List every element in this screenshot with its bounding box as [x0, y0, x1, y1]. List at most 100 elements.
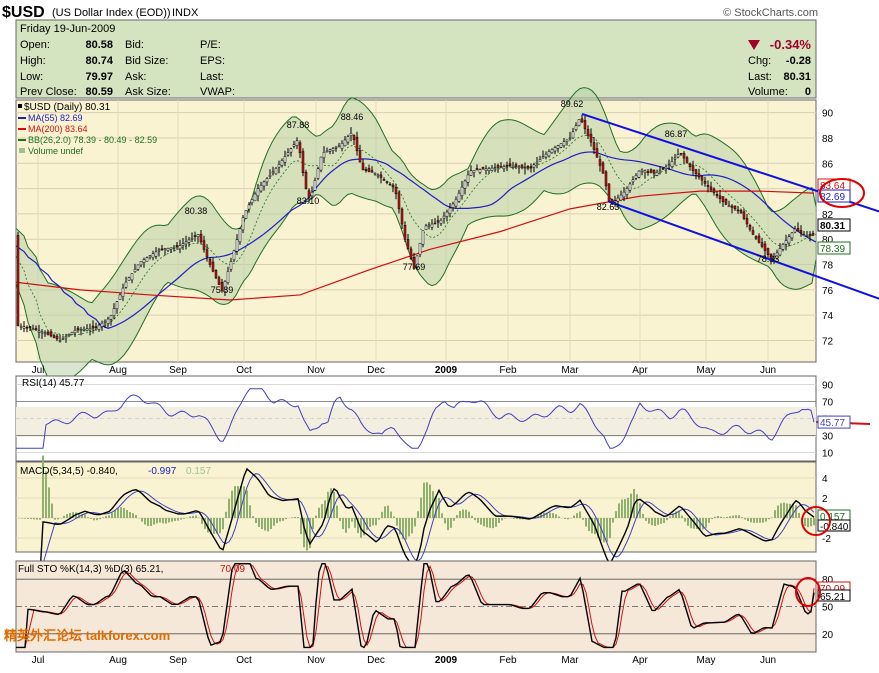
- macd-hist-bar: [564, 518, 566, 519]
- macd-hist-bar: [765, 518, 767, 522]
- candle-body: [587, 129, 589, 135]
- macd-hist-bar: [768, 518, 770, 519]
- macd-hist-bar: [51, 504, 53, 518]
- candle-body: [212, 262, 214, 271]
- candle-body: [113, 309, 115, 316]
- candle-body: [485, 169, 487, 171]
- candle-body: [158, 250, 160, 251]
- candle-body: [62, 338, 64, 339]
- candle-body: [596, 149, 598, 158]
- candle-body: [68, 334, 70, 335]
- candle-body: [341, 143, 343, 148]
- macd-hist-bar: [126, 510, 128, 518]
- legend-volume: Volume undef: [28, 146, 84, 156]
- macd-hist-bar: [753, 518, 755, 523]
- macd-hist-bar: [93, 518, 95, 520]
- candle-body: [17, 235, 19, 325]
- macd-hist-bar: [444, 518, 446, 523]
- candle-body: [428, 225, 430, 226]
- candle-body: [665, 167, 667, 169]
- candle-body: [401, 209, 403, 224]
- macd-hist-bar: [552, 513, 554, 518]
- macd-hist-bar: [744, 518, 746, 519]
- macd-hist-bar: [624, 499, 626, 518]
- candle-body: [581, 119, 583, 122]
- candle-body: [479, 170, 481, 173]
- macd-hist-bar: [585, 518, 587, 526]
- candle-body: [740, 210, 742, 213]
- macd-hist-bar: [657, 518, 659, 525]
- month-label: Feb: [499, 365, 517, 376]
- candle-body: [458, 193, 460, 201]
- candle-body: [407, 239, 409, 249]
- candle-body: [197, 234, 199, 236]
- macd-hist-bar: [372, 518, 374, 525]
- candle-body: [194, 236, 196, 237]
- candle-body: [566, 140, 568, 142]
- candle-body: [800, 230, 802, 233]
- macd-hist-bar: [441, 513, 443, 518]
- candle-body: [266, 179, 268, 182]
- candle-body: [590, 134, 592, 142]
- macd-hist-bar: [420, 498, 422, 518]
- candle-body: [689, 164, 691, 167]
- candle-body: [668, 165, 670, 166]
- macd-hist-bar: [642, 514, 644, 518]
- macd-hist-bar: [747, 518, 749, 521]
- macd-hist-bar: [735, 515, 737, 518]
- sto-tick-label: 50: [822, 603, 834, 614]
- candle-body: [329, 150, 331, 151]
- macd-hist-bar: [135, 515, 137, 518]
- candle-body: [548, 152, 550, 156]
- candle-body: [398, 193, 400, 209]
- month-label: Jul: [32, 365, 45, 376]
- candle-body: [296, 141, 298, 146]
- macd-hist-bar: [588, 518, 590, 531]
- macd-hist-bar: [714, 517, 716, 518]
- macd-hist-bar: [738, 515, 740, 518]
- macd-hist-bar: [729, 516, 731, 518]
- candle-body: [671, 161, 673, 166]
- candle-body: [278, 164, 280, 167]
- month-label: Nov: [307, 655, 325, 666]
- macd-hist-bar: [810, 518, 812, 526]
- candle-body: [653, 170, 655, 173]
- macd-hist-bar: [612, 518, 614, 523]
- candle-body: [680, 153, 682, 154]
- candle-body: [131, 273, 133, 279]
- symbol-name: (US Dollar Index (EOD)): [52, 7, 171, 19]
- candle-body: [254, 194, 256, 201]
- candle-body: [179, 246, 181, 249]
- macd-hist-bar: [63, 516, 65, 518]
- macd-hist-bar: [582, 518, 584, 520]
- candle-body: [353, 135, 355, 140]
- macd-hist-bar: [84, 514, 86, 518]
- prev-close-label: Prev Close:: [20, 86, 77, 98]
- price-tick-label: 88: [822, 134, 834, 145]
- candle-body: [314, 180, 316, 190]
- macd-hist-bar: [171, 518, 173, 522]
- candle-body: [536, 162, 538, 163]
- macd-hist-bar: [315, 516, 317, 518]
- candle-body: [77, 328, 79, 330]
- month-label: Nov: [307, 365, 325, 376]
- macd-hist-bar: [246, 490, 248, 518]
- macd-signal-label: -0.997: [148, 466, 177, 477]
- macd-hist-bar: [783, 503, 785, 518]
- candle-body: [185, 242, 187, 244]
- candle-body: [449, 208, 451, 214]
- macd-hist-bar: [228, 499, 230, 518]
- candle-body: [272, 172, 274, 173]
- candle-body: [551, 149, 553, 152]
- candle-body: [761, 243, 763, 247]
- macd-hist-bar: [108, 515, 110, 518]
- macd-hist-bar: [408, 518, 410, 536]
- macd-hist-bar: [339, 518, 341, 521]
- candle-body: [29, 326, 31, 327]
- macd-hist-bar: [99, 518, 101, 519]
- macd-hist-bar: [813, 518, 815, 525]
- candle-body: [215, 270, 217, 278]
- high-label: High:: [20, 55, 46, 67]
- candle-body: [713, 189, 715, 193]
